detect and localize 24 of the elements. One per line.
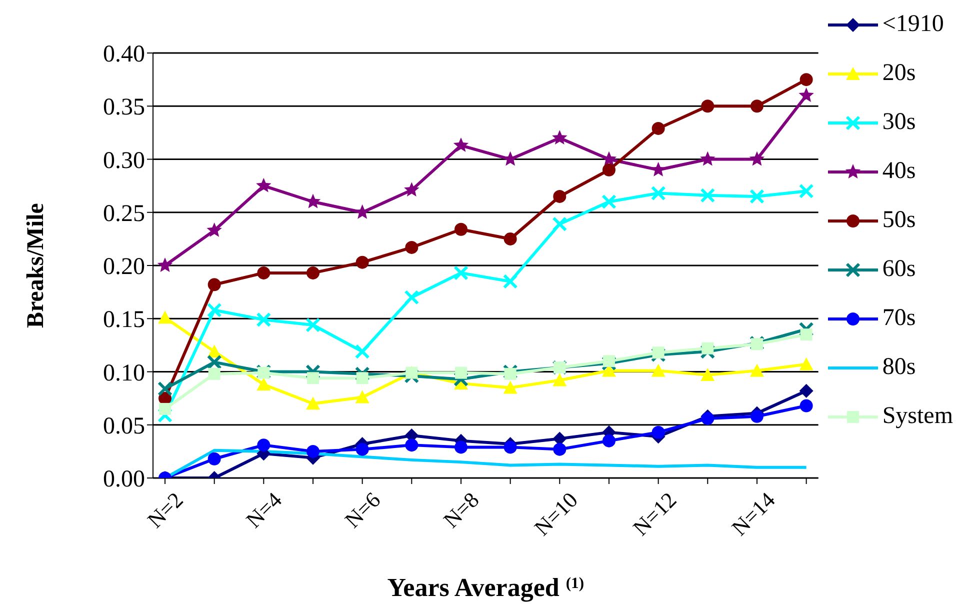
y-tick-label: 0.30 [103,148,145,174]
x-axis-title: Years Averaged $^{(1)}$ [387,573,584,602]
y-tick-label: 0.20 [103,254,145,280]
y-tick-label: 0.10 [103,360,145,386]
y-tick-label: 0.05 [103,413,145,440]
legend-label: 20s [882,60,916,87]
legend-label: 30s [882,109,916,136]
legend-label: 40s [882,158,916,185]
legend-label: System [882,403,953,430]
y-axis-title: Breaks/Mile [23,202,49,328]
legend-label: 50s [882,207,916,234]
legend-label: 60s [882,256,916,283]
x-tick-label: N=6 [340,487,386,533]
y-tick-label: 0.40 [103,42,145,68]
y-tick-label: 0.25 [103,200,145,227]
legend-label: 80s [882,354,916,381]
y-tick-label: 0.00 [103,466,145,493]
x-tick-label: N=8 [438,487,484,533]
x-tick-label: N=4 [241,487,287,533]
y-tick-label: 0.15 [103,307,145,334]
legend-label: <1910 [882,11,944,38]
x-tick-label: N=2 [142,487,188,533]
y-tick-label: 0.35 [103,94,145,121]
legend-label: 70s [882,305,916,332]
